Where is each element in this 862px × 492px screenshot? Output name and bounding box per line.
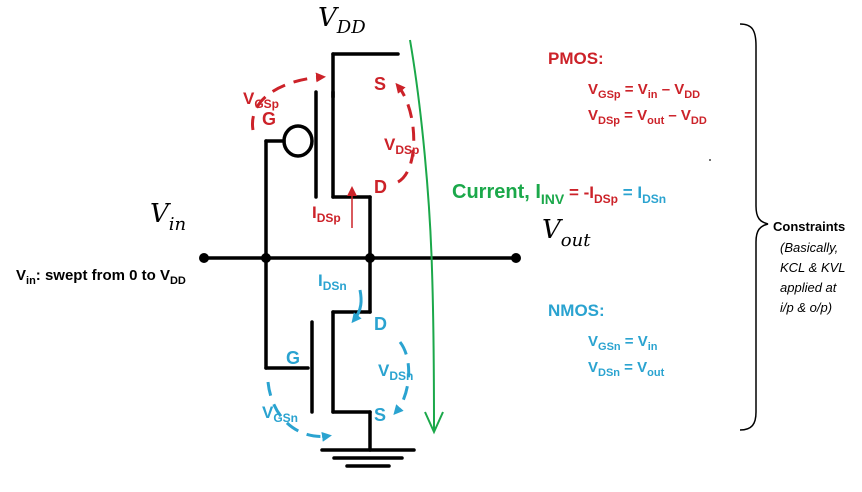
nmos-eq-vds: VDSn = Vout — [588, 359, 665, 379]
pmos-source-letter: S — [374, 74, 386, 94]
pmos-eq-vds: VDSp = Vout – VDD — [588, 107, 707, 127]
nmos-vds-arc — [393, 341, 411, 416]
pmos-drain-letter: D — [374, 177, 387, 197]
output-junction — [365, 253, 375, 263]
constraints-title: Constraints — [773, 219, 845, 234]
vout-label: Vout — [542, 215, 591, 251]
vin-label: Vin — [150, 199, 186, 235]
current-path-arrow — [409, 39, 435, 431]
nmos-vgs-arc — [266, 381, 332, 442]
pmos-eq-vgs: VGSp = Vin – VDD — [588, 81, 700, 101]
current-equation: Current, IINV = -IDSp = IDSn — [452, 181, 666, 207]
current-arrowhead — [424, 411, 444, 435]
output-terminal — [511, 253, 521, 263]
nmos-ids-arrow — [351, 289, 363, 324]
nmos-gate-letter: G — [286, 348, 300, 368]
pmos-ids-label: IDSp — [312, 203, 341, 225]
pmos-gate-letter: G — [262, 109, 276, 129]
constraints-note-3: applied at — [780, 280, 838, 295]
nmos-source-letter: S — [374, 405, 386, 425]
nmos-vds-label: VDSn — [378, 361, 413, 383]
constraints-note-1: (Basically, — [780, 240, 838, 255]
constraints-note-2: KCL & KVL — [780, 260, 846, 275]
pmos-vgs-arc — [251, 72, 326, 131]
nmos-ids-label: IDSn — [318, 271, 347, 293]
input-terminal — [199, 253, 209, 263]
nmos-vgs-label: VGSn — [262, 403, 298, 425]
circuit-wiring — [202, 52, 518, 468]
nmos-drain-letter: D — [374, 314, 387, 334]
pmos-vgs-label: VGSp — [243, 89, 279, 111]
nmos-eq-vgs: VGSn = Vin — [588, 333, 658, 353]
sweep-label: Vin: swept from 0 to VDD — [16, 267, 186, 287]
pmos-eq-title: PMOS: — [548, 49, 604, 68]
vdd-label: VDD — [318, 3, 366, 38]
input-junction — [261, 253, 271, 263]
pmos-gate-bubble — [282, 124, 314, 158]
constraints-note-4: i/p & o/p) — [780, 300, 832, 315]
pmos-vds-label: VDSp — [384, 135, 419, 157]
stray-dot — [709, 159, 711, 161]
constraints-brace — [739, 23, 769, 431]
pmos-vds-arc — [395, 82, 416, 184]
nmos-eq-title: NMOS: — [548, 301, 605, 320]
